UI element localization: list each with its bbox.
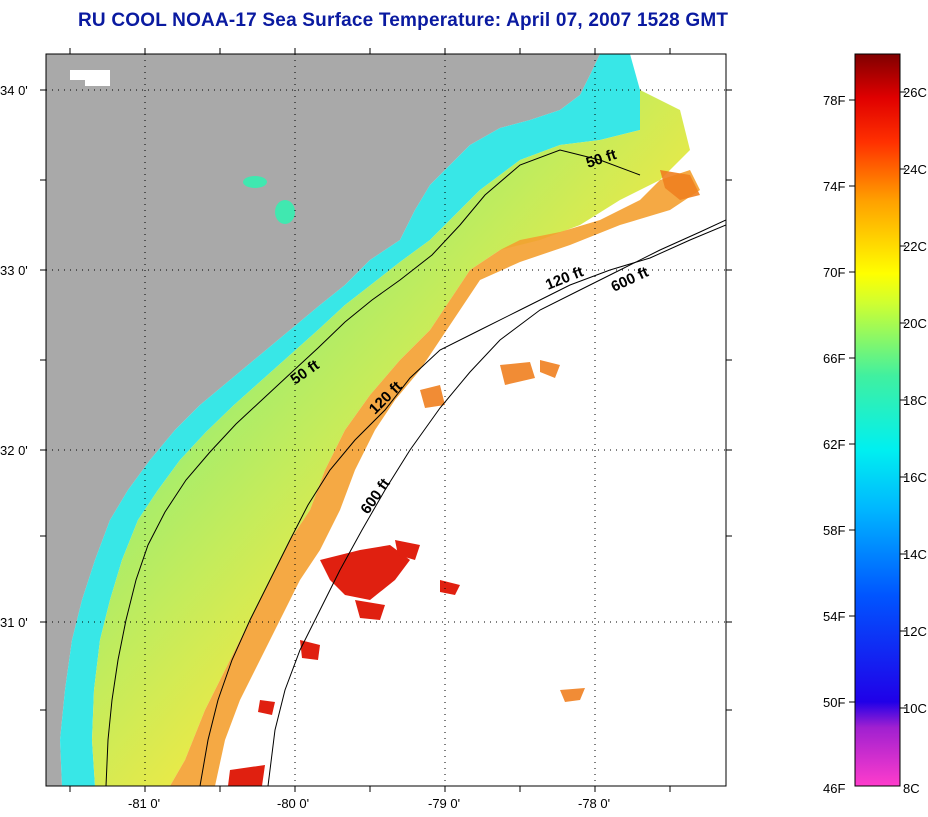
cbar-f-70: 70F bbox=[823, 265, 845, 280]
cbar-f-50: 50F bbox=[823, 695, 845, 710]
cbar-c-20: 20C bbox=[903, 316, 927, 331]
lon-label-80: -80 0' bbox=[277, 796, 309, 811]
cbar-c-14: 14C bbox=[903, 547, 927, 562]
lat-label-31: 31 0' bbox=[0, 615, 28, 630]
lat-label-34: 34 0' bbox=[0, 83, 28, 98]
cbar-f-74: 74F bbox=[823, 179, 845, 194]
chart-title: RU COOL NOAA-17 Sea Surface Temperature:… bbox=[78, 10, 729, 31]
inland-water bbox=[243, 176, 295, 224]
sst-shelf-mid bbox=[92, 90, 690, 786]
lat-label-33: 33 0' bbox=[0, 263, 28, 278]
land-area bbox=[46, 54, 600, 786]
cbar-c-24: 24C bbox=[903, 162, 927, 177]
cbar-f-66: 66F bbox=[823, 351, 845, 366]
cbar-f-46: 46F bbox=[823, 781, 845, 796]
lon-label-81: -81 0' bbox=[128, 796, 160, 811]
colorbar: 78F 74F 70F 66F 62F 58F 54F 50F 46F 26C … bbox=[823, 53, 927, 796]
cbar-c-8: 8C bbox=[903, 781, 920, 796]
map-frame bbox=[45, 53, 727, 787]
map-panel: 50 ft 50 ft 120 ft 120 ft 600 ft 600 ft bbox=[46, 54, 726, 786]
sst-shelf-cool bbox=[60, 54, 640, 786]
cbar-c-12: 12C bbox=[903, 624, 927, 639]
inland-nodata bbox=[70, 70, 110, 86]
isobath-600ft bbox=[267, 219, 726, 786]
lat-label-32: 32 0' bbox=[0, 443, 28, 458]
isobaths bbox=[105, 149, 726, 786]
cbar-f-78: 78F bbox=[823, 93, 845, 108]
cbar-c-16: 16C bbox=[903, 470, 927, 485]
cbar-c-18: 18C bbox=[903, 393, 927, 408]
cbar-c-26: 26C bbox=[903, 85, 927, 100]
cbar-c-22: 22C bbox=[903, 239, 927, 254]
isobath-50ft bbox=[105, 149, 641, 786]
sst-offshore-patches bbox=[420, 170, 700, 702]
colorbar-ticks bbox=[849, 91, 906, 709]
frame-ticks bbox=[40, 48, 732, 792]
sst-gulfstream-patches bbox=[228, 540, 460, 786]
lon-label-79: -79 0' bbox=[428, 796, 460, 811]
cbar-f-54: 54F bbox=[823, 609, 845, 624]
lon-label-78: -78 0' bbox=[578, 796, 610, 811]
graticule bbox=[46, 54, 726, 786]
cbar-f-58: 58F bbox=[823, 523, 845, 538]
cbar-f-62: 62F bbox=[823, 437, 845, 452]
cbar-c-10: 10C bbox=[903, 701, 927, 716]
isobath-120ft bbox=[199, 224, 726, 786]
sst-shelf-warm bbox=[170, 170, 700, 786]
colorbar-gradient bbox=[854, 53, 901, 787]
